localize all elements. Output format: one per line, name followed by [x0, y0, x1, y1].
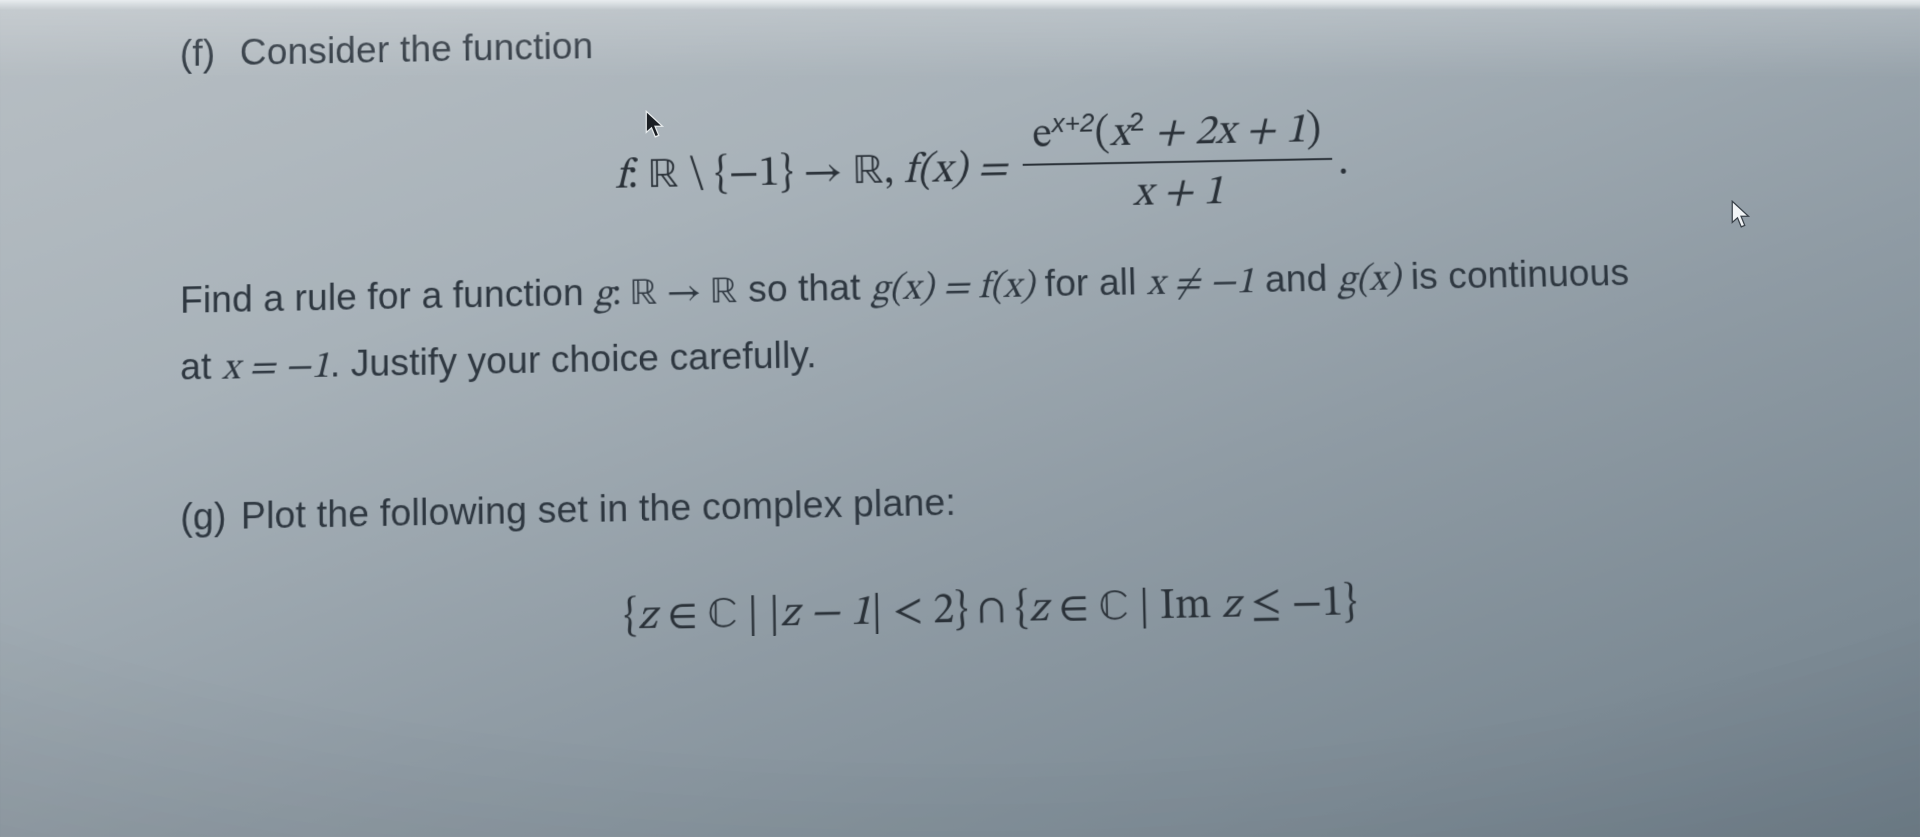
document-page: (f) Consider the function f: ℝ \ {−1} → …: [0, 0, 1920, 837]
math-gx-eq-fx: g(x) = f(x): [871, 268, 1035, 308]
set1-close: }: [954, 589, 969, 632]
txt-find-rule: Find a rule for a function: [180, 271, 594, 320]
txt-so-that: so that: [737, 266, 871, 310]
math-g-colon: :: [612, 275, 630, 313]
txt-for-all: for all: [1034, 261, 1147, 304]
math-setminus: \: [678, 154, 715, 197]
math-poly-open: (: [1094, 113, 1110, 155]
set1-abs-open: |: [768, 593, 780, 636]
set1-in: ∈: [657, 594, 708, 638]
part-g-intro-text: Plot the following set in the complex pl…: [241, 481, 957, 538]
math-poly-sq: 2: [1129, 106, 1144, 136]
part-g-set-expression: {z ∈ ℂ | |z − 1| < 2} ∩ {z ∈ ℂ | Im z ≤ …: [180, 567, 1800, 654]
math-exp: x+2: [1051, 107, 1094, 138]
txt-is-continuous: is continuous: [1400, 251, 1630, 297]
set2-close: }: [1342, 582, 1357, 625]
mouse-cursor-icon: [644, 110, 666, 140]
math-g-R1: ℝ: [630, 275, 658, 313]
set1-C: ℂ: [707, 594, 737, 638]
math-colon: :: [628, 155, 649, 197]
set2-leq: ≤ −1: [1240, 582, 1343, 627]
math-denominator: x + 1: [1023, 160, 1333, 220]
set2-C: ℂ: [1099, 586, 1130, 630]
math-period: .: [1338, 141, 1349, 183]
math-g-R2: ℝ: [710, 273, 738, 311]
txt-justify: . Justify your choice carefully.: [330, 334, 817, 385]
problem-part-g: (g) Plot the following set in the comple…: [180, 465, 1801, 654]
mouse-cursor-icon: [1730, 200, 1752, 230]
set-intersect: ∩: [968, 588, 1016, 632]
math-x-neq-minus1: x ≠ −1: [1146, 263, 1255, 302]
problem-part-f: (f) Consider the function f: ℝ \ {−1} → …: [180, 3, 1791, 399]
set2-Im: Im: [1159, 584, 1221, 628]
set1-z: z: [637, 595, 657, 638]
set1-lt2: < 2: [882, 590, 954, 634]
math-g: g: [594, 276, 613, 314]
math-R-codomain: ℝ: [853, 150, 884, 193]
math-x-eq-minus1: x = −1: [222, 348, 330, 388]
part-f-heading: (f) Consider the function: [180, 3, 1779, 75]
math-poly-mid: + 2x + 1: [1144, 109, 1307, 154]
math-comma: ,: [883, 150, 904, 192]
part-f-function-definition: f: ℝ \ {−1} → ℝ, f(x) = ex+2(x2 + 2x + 1…: [180, 98, 1785, 241]
math-numerator: ex+2(x2 + 2x + 1): [1022, 103, 1332, 166]
part-f-label: (f): [180, 32, 230, 75]
set2-bar: |: [1128, 586, 1160, 630]
part-f-intro-text: Consider the function: [240, 25, 594, 74]
set2-z: z: [1029, 588, 1049, 631]
set2-z3: z: [1221, 584, 1242, 627]
set2-open: {: [1015, 588, 1030, 631]
part-g-label: (g): [180, 495, 231, 539]
math-excluded-set: {−1}: [714, 152, 793, 196]
set1-zminus1: z − 1: [780, 591, 872, 636]
set1-open: {: [624, 596, 638, 639]
math-g-arrow: →: [657, 274, 711, 312]
math-arrow: →: [793, 151, 853, 194]
txt-at: at: [180, 345, 222, 387]
set2-in: ∈: [1048, 587, 1100, 631]
math-gx: g(x): [1337, 261, 1401, 299]
math-poly-x: x: [1109, 113, 1130, 155]
math-poly-close: ): [1306, 109, 1322, 151]
math-f: f: [615, 155, 628, 197]
part-g-heading: (g) Plot the following set in the comple…: [180, 465, 1796, 539]
math-fx-lhs: f(x) =: [904, 148, 1018, 192]
math-R-domain: ℝ: [648, 154, 679, 197]
txt-and: and: [1254, 257, 1338, 300]
math-fraction: ex+2(x2 + 2x + 1) x + 1: [1022, 103, 1334, 221]
set1-bar: |: [737, 593, 769, 637]
math-e: e: [1032, 114, 1052, 156]
